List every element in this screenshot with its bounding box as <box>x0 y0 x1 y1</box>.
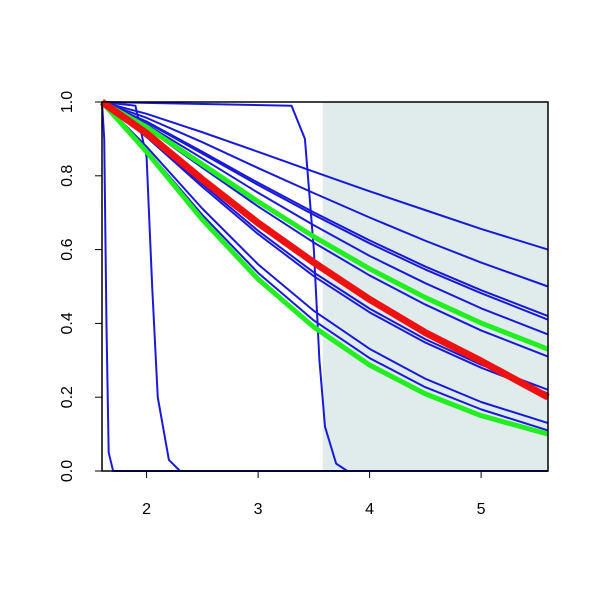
curve <box>101 101 549 424</box>
curve <box>101 101 548 472</box>
shaded-region <box>322 102 548 471</box>
y-tick-label: 1.0 <box>59 91 76 113</box>
y-tick-label: 0.6 <box>59 238 76 260</box>
curve <box>100 99 549 352</box>
curve <box>101 101 549 251</box>
plot-frame <box>101 101 549 472</box>
y-tick-label: 0.0 <box>59 460 76 482</box>
curve <box>101 101 549 336</box>
curve <box>101 101 549 321</box>
x-tick-label: 4 <box>365 501 374 518</box>
x-tick-label: 5 <box>477 501 486 518</box>
curve <box>101 101 549 395</box>
x-tick-label: 3 <box>254 501 263 518</box>
y-tick-label: 0.8 <box>59 165 76 187</box>
y-tick-label: 0.2 <box>59 386 76 408</box>
y-tick-label: 0.4 <box>59 312 76 334</box>
curve <box>101 101 549 288</box>
curve <box>99 99 550 401</box>
curve <box>100 100 549 437</box>
curve <box>101 101 548 472</box>
x-tick-label: 2 <box>142 501 151 518</box>
